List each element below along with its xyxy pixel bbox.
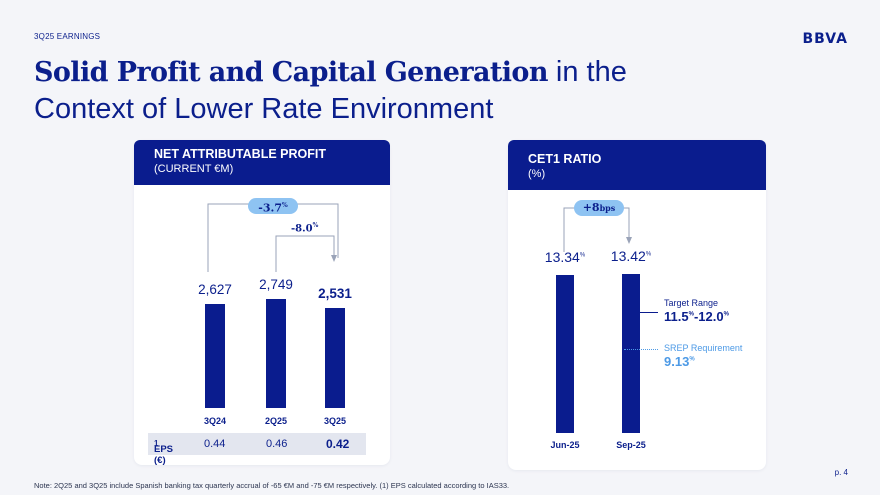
target-low: 11.5 [664, 309, 689, 324]
srep-value-pct: % [689, 356, 695, 363]
title-rest: in the [547, 56, 627, 88]
target-high-pct: % [723, 311, 729, 318]
profit-card-subtitle: (CURRENT €M) [154, 163, 234, 175]
profit-category-3q24: 3Q24 [203, 416, 227, 426]
cet1-category-sep-25: Sep-25 [616, 440, 646, 450]
footnote: Note: 2Q25 and 3Q25 include Spanish bank… [34, 481, 510, 490]
cet1-card-title: CET1 RATIO [528, 152, 602, 166]
cet1-bar-sep-25 [622, 274, 640, 433]
cet1-change-unit: bps [599, 203, 616, 213]
profit-value-3q25: 2,531 [318, 285, 352, 301]
eps-label: EPS (€) 1 [154, 439, 173, 466]
cet1-value-pct-sep-25: % [645, 251, 652, 258]
eps-row: EPS (€) 1 0.44 0.46 0.42 [148, 433, 366, 466]
connector-short [275, 235, 335, 272]
srep-value-number: 9.13 [664, 354, 690, 369]
target-range-line [624, 312, 658, 313]
change-long-value: -3.7 [258, 201, 282, 215]
profit-card-title: NET ATTRIBUTABLE PROFIT [154, 147, 326, 161]
target-range-label: Target Range [664, 298, 719, 308]
eps-value-3q24: 0.44 [204, 438, 226, 450]
eps-value-3q25: 0.42 [326, 437, 350, 451]
eps-footnote-mark: 1 [154, 439, 159, 448]
srep-value: 9.13% [664, 354, 695, 369]
target-low-pct: % [688, 311, 694, 318]
profit-value-3q24: 2,627 [198, 281, 232, 297]
title-line2: Context of Lower Rate Environment [34, 93, 494, 125]
profit-card-header: NET ATTRIBUTABLE PROFIT (CURRENT €M) [134, 140, 390, 185]
cet1-value-number-jun-25: 13.34 [544, 248, 580, 265]
cet1-bar-jun-25 [556, 274, 574, 433]
profit-card: NET ATTRIBUTABLE PROFIT (CURRENT €M) [134, 140, 390, 465]
change-short-value: -8.0 [291, 223, 313, 235]
change-long-pill: -3.7% [248, 198, 298, 215]
cet1-value-number-sep-25: 13.42 [610, 248, 646, 264]
eps-value-2q25: 0.46 [266, 438, 288, 450]
cet1-connector-arrow [626, 237, 632, 244]
bbva-logo: BBVA [802, 31, 848, 47]
profit-category-2q25: 2Q25 [264, 416, 288, 426]
cet1-value-sep-25: 13.42% [599, 248, 663, 264]
cet1-card-subtitle: (%) [528, 168, 546, 180]
cet1-value-jun-25: 13.34% [533, 249, 597, 265]
cet1-change-value: +8 [582, 201, 600, 214]
section-tag: 3Q25 EARNINGS [34, 32, 101, 41]
srep-label: SREP Requirement [664, 343, 743, 353]
target-range-value: 11.5%-12.0% [664, 309, 729, 324]
page-title: Solid Profit and Capital Generation in t… [34, 56, 794, 125]
title-bold: Solid Profit and Capital Generation [34, 57, 548, 88]
cet1-change-pill: +8bps [574, 200, 624, 216]
profit-bar-3q24 [205, 303, 225, 408]
change-short-pct: % [312, 222, 319, 229]
profit-value-2q25: 2,749 [259, 277, 293, 292]
cet1-category-jun-25: Jun-25 [550, 440, 580, 450]
profit-bar-2q25 [266, 299, 286, 408]
connector-arrow [331, 255, 337, 262]
page-number: p. 4 [834, 468, 848, 477]
cet1-card-header: CET1 RATIO (%) [508, 140, 766, 190]
cet1-value-pct-jun-25: % [579, 252, 586, 259]
profit-category-3q25: 3Q25 [323, 416, 347, 426]
change-long-pct: % [282, 202, 288, 209]
srep-line [624, 349, 658, 350]
target-high: -12.0 [693, 309, 724, 324]
change-short-label: -8.0% [291, 222, 318, 234]
profit-bar-3q25 [325, 307, 345, 408]
eps-label-text: EPS (€) [154, 444, 174, 466]
